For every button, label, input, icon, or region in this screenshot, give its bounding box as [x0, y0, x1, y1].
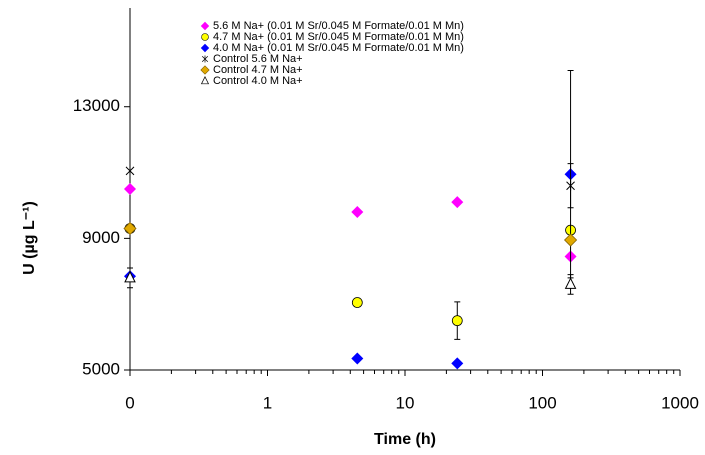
x-tick-label: 1000 — [661, 393, 699, 412]
legend-label: 5.6 M Na+ (0.01 M Sr/0.045 M Formate/0.0… — [213, 20, 464, 32]
legend-label: 4.7 M Na+ (0.01 M Sr/0.045 M Formate/0.0… — [213, 31, 464, 43]
marker-diamond — [351, 352, 364, 365]
x-tick-label: 100 — [528, 393, 556, 412]
legend-label: Control 4.7 M Na+ — [213, 64, 303, 76]
marker-star — [125, 165, 135, 176]
x-tick-label: 10 — [396, 393, 415, 412]
marker-circle — [351, 297, 363, 308]
marker-circle — [451, 315, 463, 327]
y-tick-label: 9000 — [82, 228, 120, 247]
legend-marker — [200, 43, 210, 53]
marker-diamond — [351, 206, 364, 219]
marker-triangle — [124, 270, 136, 283]
marker-diamond — [451, 196, 464, 209]
marker-diamond — [451, 357, 464, 370]
legend-marker — [200, 21, 210, 31]
legend-label: 4.0 M Na+ (0.01 M Sr/0.045 M Formate/0.0… — [213, 42, 464, 54]
legend-label: Control 4.0 M Na+ — [213, 75, 303, 87]
y-tick-label: 13000 — [73, 96, 120, 115]
legend-marker — [201, 55, 209, 63]
legend-marker — [200, 76, 210, 85]
marker-diamond — [564, 233, 578, 247]
legend-label: Control 5.6 M Na+ — [213, 53, 303, 65]
y-tick-label: 5000 — [82, 359, 120, 378]
x-tick-label: 0 — [125, 393, 134, 412]
x-tick-label: 1 — [263, 393, 272, 412]
marker-diamond — [123, 221, 137, 236]
marker-triangle — [564, 277, 577, 289]
legend-marker — [200, 65, 210, 75]
marker-diamond — [124, 183, 136, 195]
y-axis-label: U (µg L⁻¹) — [21, 201, 38, 275]
marker-star — [566, 180, 575, 191]
x-axis-label: Time (h) — [374, 431, 436, 448]
legend-marker — [201, 33, 209, 41]
